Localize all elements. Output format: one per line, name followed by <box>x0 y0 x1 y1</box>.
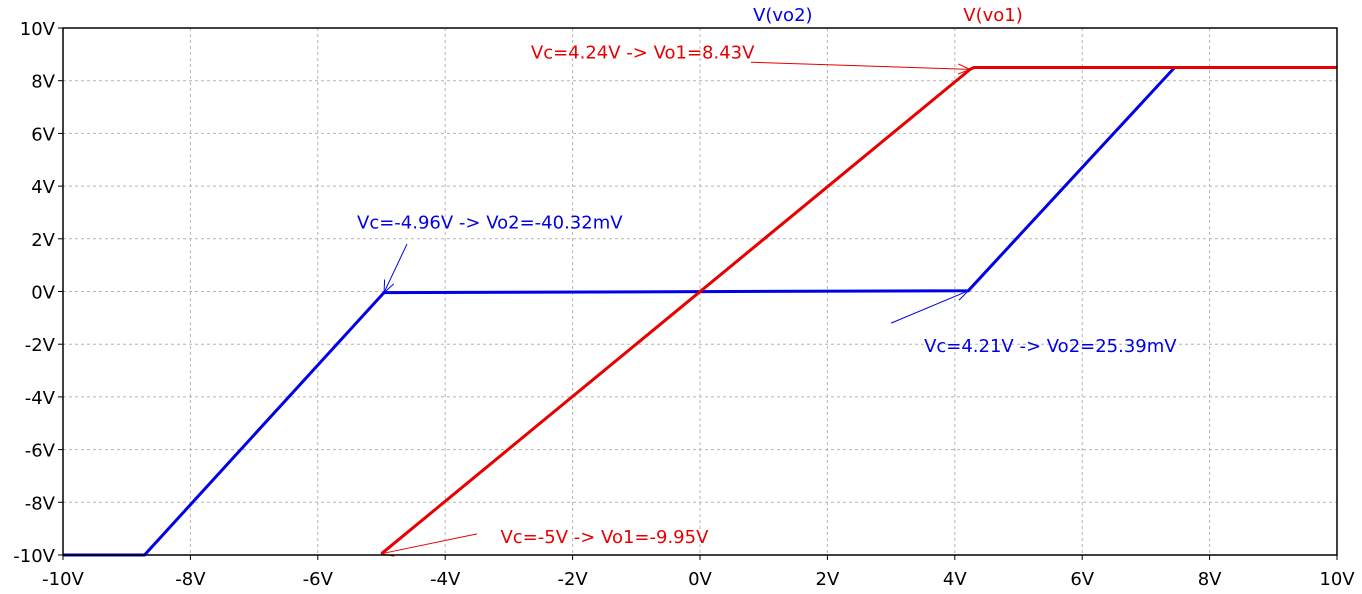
annotation-arrowhead <box>957 63 972 75</box>
series-label: V(vo2) <box>753 5 812 26</box>
y-tick-label: 8V <box>31 72 55 93</box>
x-tick-label: 8V <box>1198 569 1222 590</box>
x-tick-label: -6V <box>303 569 334 590</box>
y-tick-label: -8V <box>25 493 56 514</box>
series-label: V(vo1) <box>963 5 1022 26</box>
x-tick-label: 2V <box>816 569 840 590</box>
annotation-arrowhead <box>955 290 970 301</box>
y-tick-label: -10V <box>13 546 55 567</box>
x-tick-label: -4V <box>430 569 461 590</box>
x-tick-label: -2V <box>557 569 588 590</box>
annotation-arrow <box>381 533 478 555</box>
x-tick-label: 4V <box>943 569 967 590</box>
annotation-arrow <box>890 290 969 324</box>
annotation-arrowhead <box>383 279 395 294</box>
y-tick-label: 6V <box>31 124 55 145</box>
annotation-arrow <box>750 61 971 70</box>
y-tick-label: -4V <box>25 388 56 409</box>
y-tick-label: 4V <box>31 177 55 198</box>
annotation-arrow <box>383 243 408 293</box>
x-tick-label: 0V <box>688 569 712 590</box>
y-tick-label: 2V <box>31 230 55 251</box>
y-tick-label: -6V <box>25 441 56 462</box>
annotation-label: Vc=4.24V -> Vo1=8.43V <box>531 42 755 63</box>
y-tick-label: 10V <box>20 19 56 40</box>
annotations: Vc=4.24V -> Vo1=8.43V Vc=-4.96V -> Vo2=-4… <box>357 42 1177 557</box>
axes: -10V -8V -6V -4V -2V 0V 2V 4V 6V 8V 10V 10V 8V 6V 4V 2V… <box>13 19 1355 590</box>
x-tick-label: 10V <box>1319 569 1355 590</box>
y-tick-label: -2V <box>25 335 56 356</box>
x-tick-label: -8V <box>175 569 206 590</box>
x-tick-label: 6V <box>1070 569 1094 590</box>
y-tick-label: 0V <box>31 283 55 304</box>
annotation-label: Vc=-4.96V -> Vo2=-40.32mV <box>357 212 623 233</box>
annotation-label: Vc=4.21V -> Vo2=25.39mV <box>924 336 1177 357</box>
x-tick-label: -10V <box>42 569 84 590</box>
series-lines: V(vo2) V(vo1) <box>63 5 1337 557</box>
annotation-label: Vc=-5V -> Vo1=-9.95V <box>500 527 709 548</box>
series-line-vvo1 <box>380 66 1337 555</box>
